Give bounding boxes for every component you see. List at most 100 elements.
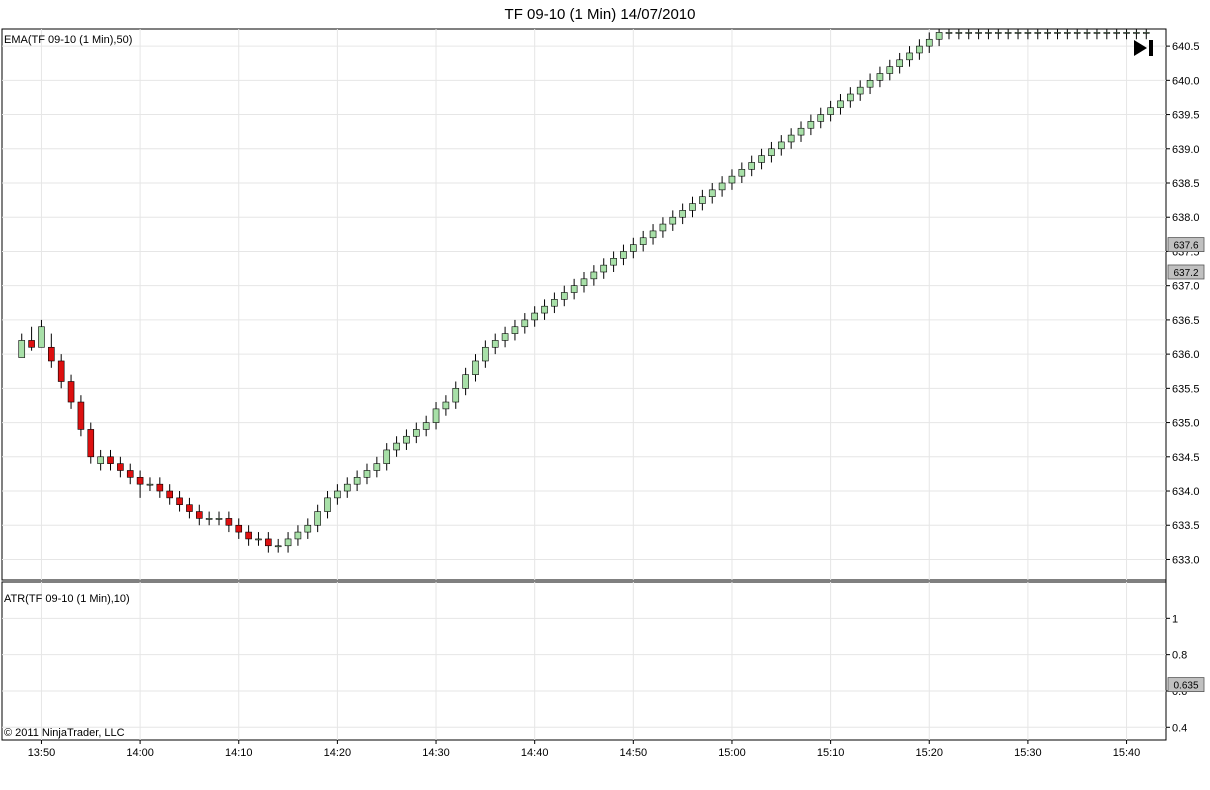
candle-body [856,86,864,95]
y-tick-label: 639.5 [1172,110,1200,122]
copyright-text: © 2011 NinjaTrader, LLC [4,727,125,739]
candle-body [659,223,667,232]
candle-body [393,442,400,451]
candle [847,87,854,108]
candle [679,203,686,225]
candle [777,135,785,156]
candle [837,94,844,115]
candle [768,141,775,163]
candle [343,477,351,498]
candle-body [363,470,371,478]
candle [639,230,647,252]
candle [1133,29,1140,40]
price-badge [1167,264,1205,280]
candle [274,538,282,553]
candle [511,319,519,341]
candle-body [866,80,874,88]
skip-to-end-icon[interactable] [1132,38,1156,58]
candle [1054,29,1061,40]
candle [975,29,982,40]
candle [324,491,331,519]
y-tick-label: 633.5 [1172,520,1200,532]
candle [906,46,913,67]
candle-body [383,449,391,464]
y-tick-label: 633.0 [1172,554,1200,566]
candle [1073,29,1081,40]
candle [1024,29,1032,40]
atr-badge [1167,677,1205,693]
y-tick-label: 635.0 [1172,418,1200,430]
y-tick-label: 638.0 [1172,212,1200,224]
candle [265,532,272,553]
candle [807,114,815,136]
candle-body [728,175,736,184]
candle-body [610,257,617,266]
candle-body [965,32,973,34]
y-tick-label: 634.0 [1172,486,1200,498]
candle [472,354,479,382]
candle-body [265,538,272,547]
candle [67,374,75,409]
candle-body [176,497,183,506]
candle-body [205,518,213,520]
candle [580,271,588,293]
candle [659,217,667,238]
candle-body [452,388,460,403]
candle-body [787,134,795,143]
candle-body [195,511,203,519]
candle [610,251,617,272]
x-tick-label: 14:50 [620,747,648,759]
candle [452,381,460,409]
candle-body [501,333,509,341]
price-axis[interactable]: 640.5640.0639.5639.0638.5638.0637.5637.0… [1166,41,1200,566]
candle-body [995,32,1002,34]
candle-body [827,107,834,115]
candle-body [1133,32,1140,34]
candle [1123,29,1130,40]
candle [600,258,608,279]
candle [501,326,509,348]
candle [630,237,637,259]
candle-body [1093,32,1101,34]
candle [1103,29,1111,40]
price-badges: 637.6 637.2 0.635 [1167,237,1205,693]
candle [245,525,252,546]
candle [195,504,203,526]
y-tick-label: 640.0 [1172,75,1200,87]
candle [107,449,114,471]
candle [353,470,361,492]
candle-body [1142,32,1150,34]
candle [1034,29,1042,40]
y-tick-label: 640.5 [1172,41,1200,53]
candle [876,66,884,88]
candle [422,415,430,437]
candle [669,210,677,231]
candle [393,436,400,457]
candle-body [1064,32,1071,34]
y-tick-label: 639.0 [1172,144,1200,156]
candle-body [945,32,953,34]
candle-body [985,32,992,34]
candle-body [521,319,529,328]
price-badge-label: 637.6 [1173,241,1198,252]
candle-body [600,264,608,273]
candle-body [679,210,686,218]
candle [995,29,1002,40]
candle [935,29,943,47]
candle-body [1014,32,1022,34]
candle-body [274,545,282,548]
candle [1142,29,1150,40]
candle-body [955,32,963,34]
candle [97,449,104,471]
x-tick-label: 15:20 [915,747,943,759]
candle-body [807,121,815,129]
candle-body [422,422,430,430]
candle-body [491,340,499,348]
candle [1004,29,1012,40]
time-axis[interactable]: 13:50 14:00 14:10 14:20 14:30 14:40 14:50 15:00… [28,740,1141,759]
candle-body [225,518,233,526]
candle [48,333,55,368]
candle [728,169,736,190]
candle-body [294,531,302,540]
